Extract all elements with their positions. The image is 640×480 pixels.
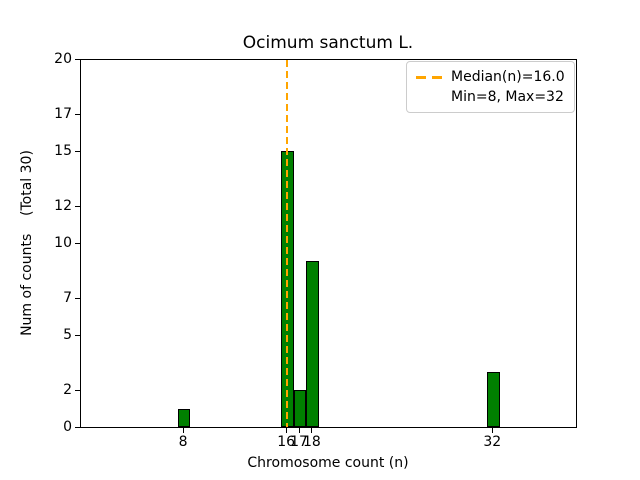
y-tick-mark — [75, 242, 80, 244]
x-axis-label: Chromosome count (n) — [247, 455, 409, 471]
legend-marker-blank — [416, 96, 443, 99]
x-tick-mark — [298, 428, 300, 433]
legend-label: Median(n)=16.0 — [451, 69, 565, 85]
plot-area — [80, 59, 577, 428]
y-tick-mark — [75, 426, 80, 428]
legend-entry: Median(n)=16.0 — [416, 67, 565, 87]
x-tick-label: 18 — [302, 434, 321, 450]
legend-dashed-line-icon — [416, 75, 443, 79]
y-tick-label: 2 — [63, 382, 72, 399]
x-tick-label: 16 — [277, 434, 296, 450]
y-tick-mark — [75, 297, 80, 299]
x-tick-mark — [182, 428, 184, 433]
x-tick-label: 32 — [483, 434, 502, 450]
legend: Median(n)=16.0 Min=8, Max=32 — [406, 61, 575, 113]
y-tick-mark — [75, 113, 80, 115]
median-line — [286, 60, 289, 427]
x-tick-label: 17 — [290, 434, 308, 450]
bar-n32 — [486, 371, 500, 427]
x-tick-label: 8 — [178, 434, 188, 450]
bar-n8 — [177, 408, 191, 427]
y-tick-mark — [75, 150, 80, 152]
y-tick-mark — [75, 205, 80, 207]
x-tick-mark — [491, 428, 493, 433]
x-tick-mark — [285, 428, 287, 433]
chart-title: Ocimum sanctum L. — [242, 33, 414, 53]
y-tick-label: 20 — [54, 51, 72, 67]
y-tick-label: 12 — [54, 198, 72, 215]
bar-n18 — [306, 261, 320, 427]
y-tick-mark — [75, 58, 80, 60]
y-tick-label: 7 — [63, 290, 72, 307]
y-tick-mark — [75, 334, 80, 336]
bar-n17 — [293, 390, 307, 427]
legend-entry: Min=8, Max=32 — [416, 87, 565, 107]
y-tick-label: 10 — [54, 235, 72, 251]
y-tick-label: 0 — [63, 419, 72, 435]
y-tick-label: 15 — [54, 143, 72, 159]
legend-label: Min=8, Max=32 — [451, 89, 564, 105]
x-tick-mark — [311, 428, 313, 433]
y-tick-label: 17 — [54, 106, 72, 123]
y-tick-label: 5 — [63, 327, 72, 343]
y-tick-mark — [75, 389, 80, 391]
